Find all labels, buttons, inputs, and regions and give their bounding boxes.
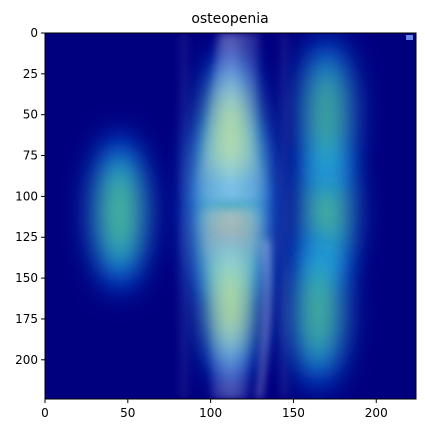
chart-title: osteopenia xyxy=(191,11,268,27)
plot-frame xyxy=(44,32,417,400)
x-tick-label: 0 xyxy=(41,406,49,420)
heatmap-hotspot xyxy=(296,34,357,195)
x-tick-label: 100 xyxy=(199,406,222,420)
soft-tissue-left xyxy=(180,33,188,399)
x-tick-label: 150 xyxy=(282,406,305,420)
heatmap-hotspot-ring xyxy=(104,172,135,253)
tibia-shaft xyxy=(192,210,268,399)
femur-shaft xyxy=(186,33,275,200)
heatmap-hotspot-ring xyxy=(311,74,342,155)
y-tick-label: 25 xyxy=(23,67,38,81)
y-tick-label: 50 xyxy=(23,108,38,122)
heatmap-hotspot-ring xyxy=(303,270,334,351)
x-axis: 0 50 100 150 200 xyxy=(41,399,388,420)
x-tick-label: 200 xyxy=(365,406,388,420)
y-axis: 0 25 50 75 100 125 150 175 200 xyxy=(15,26,45,367)
y-tick-label: 175 xyxy=(15,312,38,326)
marker-dot xyxy=(406,35,413,40)
heatmap-image xyxy=(45,33,416,399)
y-tick-label: 125 xyxy=(15,230,38,244)
x-tick-label: 50 xyxy=(120,406,135,420)
y-tick-label: 0 xyxy=(30,26,38,40)
y-tick-label: 150 xyxy=(15,271,38,285)
xray-bone-overlay xyxy=(180,33,288,399)
y-tick-label: 100 xyxy=(15,189,38,203)
y-tick-label: 200 xyxy=(15,353,38,367)
y-tick-label: 75 xyxy=(23,149,38,163)
soft-tissue-right xyxy=(280,33,288,399)
heatmap-hotspot xyxy=(288,230,349,391)
heatmap-hotspot xyxy=(89,132,150,293)
fibula xyxy=(256,240,272,399)
